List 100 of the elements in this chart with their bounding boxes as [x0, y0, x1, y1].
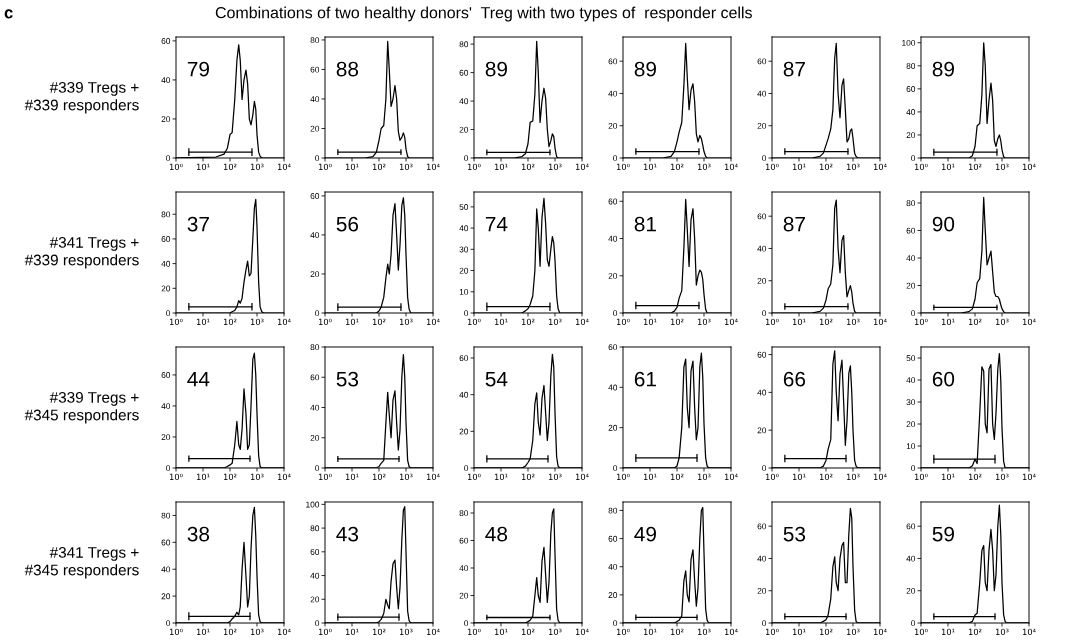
y-tick-label: 40 [310, 572, 320, 579]
x-tick-label: 10⁰ [318, 163, 332, 171]
x-tick-label: 10⁰ [318, 473, 332, 481]
x-tick-label: 10⁰ [765, 163, 779, 171]
x-tick-label: 10¹ [941, 318, 955, 326]
y-tick-label: 0 [464, 620, 469, 627]
y-tick-label: 40 [161, 403, 171, 410]
y-tick-label: 40 [906, 255, 916, 262]
y-tick-label: 40 [459, 565, 469, 572]
y-tick-label: 20 [459, 428, 469, 435]
y-tick-label: 40 [459, 98, 469, 105]
y-tick-label: 60 [906, 523, 916, 530]
x-tick-label: 10² [968, 473, 982, 481]
x-tick-label: 10² [223, 318, 237, 326]
annotation: 56 [336, 216, 359, 232]
x-tick-label: 10³ [399, 473, 413, 481]
x-tick-label: 10¹ [792, 318, 806, 326]
y-tick-label: 40 [608, 235, 618, 242]
y-tick-label: 20 [906, 132, 916, 139]
y-tick-label: 0 [613, 620, 618, 627]
x-tick-label: 10⁰ [914, 473, 928, 481]
x-tick-label: 10² [819, 628, 833, 636]
x-tick-label: 10³ [548, 473, 562, 481]
y-tick-label: 40 [757, 389, 767, 396]
x-tick-label: 10⁰ [467, 628, 481, 636]
y-tick-label: 0 [762, 620, 767, 627]
x-tick-label: 10⁴ [1022, 318, 1036, 326]
y-tick-label: 40 [906, 377, 916, 384]
x-tick-label: 10² [670, 473, 684, 481]
y-tick-label: 40 [459, 391, 469, 398]
y-tick-label: 60 [459, 355, 469, 362]
y-tick-label: 20 [459, 126, 469, 133]
y-axis-title: #339 Tregs + #339 responders [24, 82, 139, 114]
y-tick-label: 80 [459, 41, 469, 48]
x-tick-label: 10⁰ [467, 163, 481, 171]
x-tick-label: 10² [372, 628, 386, 636]
x-tick-label: 10⁰ [318, 628, 332, 636]
x-tick-label: 10¹ [941, 473, 955, 481]
y-tick-label: 20 [161, 593, 171, 600]
y-tick-label: 60 [310, 549, 320, 555]
x-tick-label: 10¹ [792, 628, 806, 636]
x-tick-label: 10⁰ [616, 318, 630, 326]
y-tick-label: 40 [608, 563, 618, 570]
y-tick-label: 30 [906, 399, 916, 406]
y-tick-label: 20 [310, 125, 320, 132]
y-tick-label: 20 [161, 116, 171, 123]
x-tick-label: 10⁰ [169, 318, 183, 326]
y-tick-label: 0 [613, 465, 618, 472]
x-tick-label: 10² [372, 163, 386, 171]
y-tick-label: 40 [906, 555, 916, 562]
y-tick-label: 0 [911, 310, 916, 317]
x-tick-label: 10³ [399, 163, 413, 171]
x-tick-label: 10⁰ [169, 628, 183, 636]
y-tick-label: 20 [608, 592, 618, 598]
y-tick-label: 60 [459, 537, 469, 544]
x-tick-label: 10³ [548, 163, 562, 171]
y-tick-label: 0 [464, 465, 469, 472]
x-tick-label: 10² [223, 163, 237, 171]
y-tick-label: 0 [762, 465, 767, 472]
y-tick-label: 60 [459, 69, 469, 76]
annotation: 90 [932, 216, 955, 232]
y-tick-label: 40 [161, 77, 171, 84]
x-tick-label: 10³ [697, 473, 711, 481]
x-tick-label: 10⁰ [467, 473, 481, 481]
annotation: 44 [187, 371, 210, 387]
y-tick-label: 40 [310, 404, 320, 411]
x-tick-label: 10⁰ [914, 318, 928, 326]
y-tick-label: 60 [310, 66, 320, 73]
x-tick-label: 10¹ [196, 628, 210, 636]
x-tick-label: 10² [372, 318, 386, 326]
x-tick-label: 10³ [250, 473, 264, 481]
x-tick-label: 10¹ [196, 473, 210, 481]
y-axis-title: #341 Tregs + #345 responders [24, 547, 139, 579]
x-tick-label: 10¹ [792, 163, 806, 171]
annotation: 59 [932, 526, 954, 542]
x-tick-label: 10⁴ [277, 628, 291, 636]
y-tick-label: 20 [608, 122, 618, 129]
y-tick-label: 30 [459, 246, 469, 253]
x-tick-label: 10⁴ [724, 473, 738, 481]
y-tick-label: 80 [161, 512, 171, 519]
x-tick-label: 10⁴ [873, 473, 887, 481]
y-tick-label: 0 [762, 310, 767, 317]
y-tick-label: 0 [315, 155, 320, 162]
x-tick-label: 10² [521, 473, 535, 481]
y-tick-label: 60 [310, 374, 320, 381]
x-tick-label: 10² [670, 163, 684, 171]
x-tick-label: 10¹ [345, 628, 359, 636]
y-tick-label: 0 [911, 465, 916, 472]
y-tick-label: 0 [315, 620, 320, 627]
x-tick-label: 10¹ [494, 628, 508, 636]
x-tick-label: 10¹ [494, 318, 508, 326]
x-tick-label: 10¹ [494, 473, 508, 481]
x-tick-label: 10⁰ [467, 318, 481, 326]
x-tick-label: 10² [968, 318, 982, 326]
y-tick-label: 0 [911, 620, 916, 627]
y-tick-label: 80 [906, 63, 916, 69]
y-tick-label: 20 [757, 587, 767, 594]
y-tick-label: 40 [906, 109, 916, 116]
y-tick-label: 80 [310, 344, 320, 351]
x-tick-label: 10⁴ [426, 318, 440, 326]
